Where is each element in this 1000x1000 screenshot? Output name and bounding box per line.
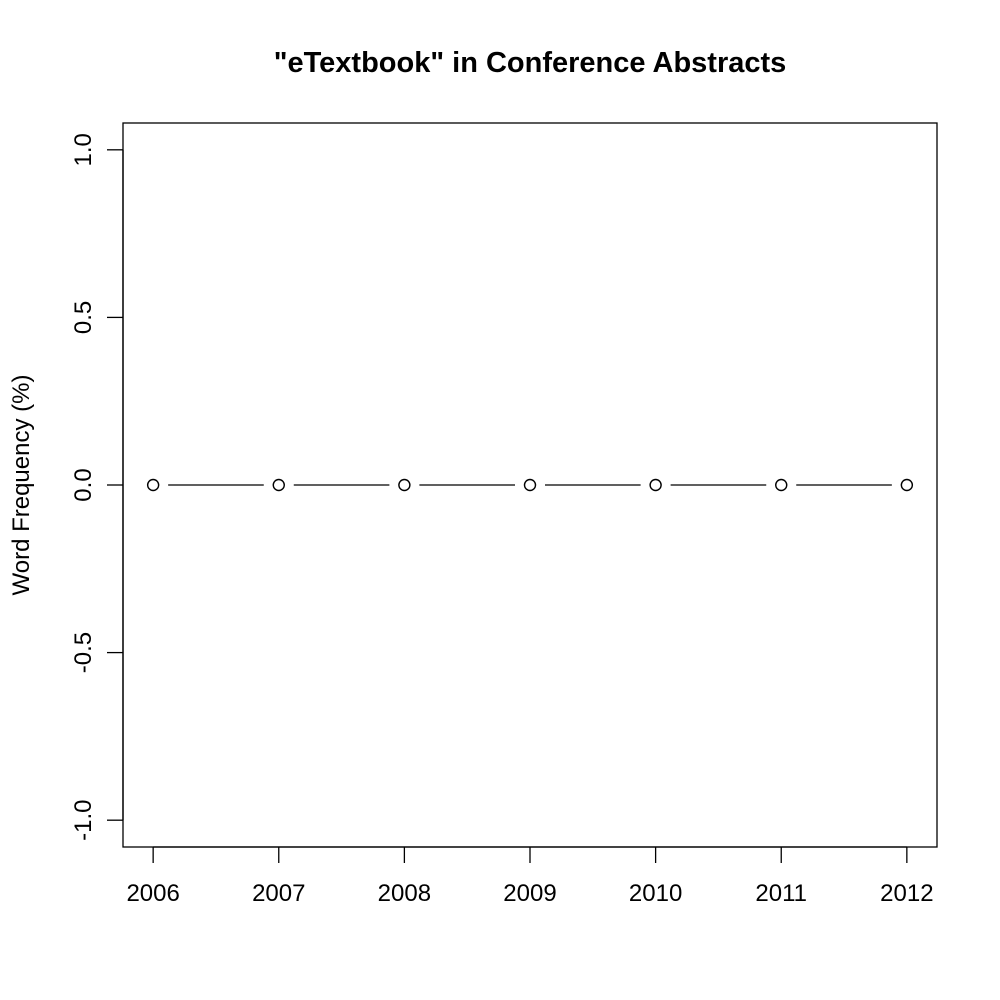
data-point bbox=[775, 478, 788, 492]
data-point bbox=[900, 478, 914, 492]
data-point bbox=[146, 478, 160, 492]
data-point bbox=[272, 478, 285, 492]
x-tick-label: 2006 bbox=[126, 880, 179, 907]
y-tick-label: 0.0 bbox=[70, 468, 97, 501]
y-tick-label: 0.5 bbox=[70, 301, 97, 334]
x-tick-label: 2010 bbox=[629, 880, 682, 907]
x-axis: 2006 2007 2008 2009 2010 2011 2012 bbox=[126, 846, 934, 907]
data-point bbox=[523, 478, 537, 492]
x-tick-label: 2011 bbox=[755, 880, 807, 907]
data-point bbox=[649, 478, 662, 492]
series-points bbox=[146, 478, 914, 492]
data-point bbox=[398, 478, 411, 492]
x-tick-label: 2007 bbox=[252, 880, 305, 907]
x-tick-label: 2012 bbox=[880, 880, 933, 907]
x-tick-label: 2008 bbox=[378, 880, 431, 907]
x-tick-label: 2009 bbox=[503, 880, 556, 907]
y-tick-label: 1.0 bbox=[70, 133, 97, 166]
chart-title: "eTextbook" in Conference Abstracts bbox=[274, 47, 787, 79]
y-axis-label: Word Frequency (%) bbox=[8, 375, 35, 596]
y-axis: -1.0 -0.5 0.0 0.5 1.0 bbox=[70, 133, 124, 841]
y-tick-label: -1.0 bbox=[70, 800, 97, 841]
y-tick-label: -0.5 bbox=[70, 632, 97, 673]
